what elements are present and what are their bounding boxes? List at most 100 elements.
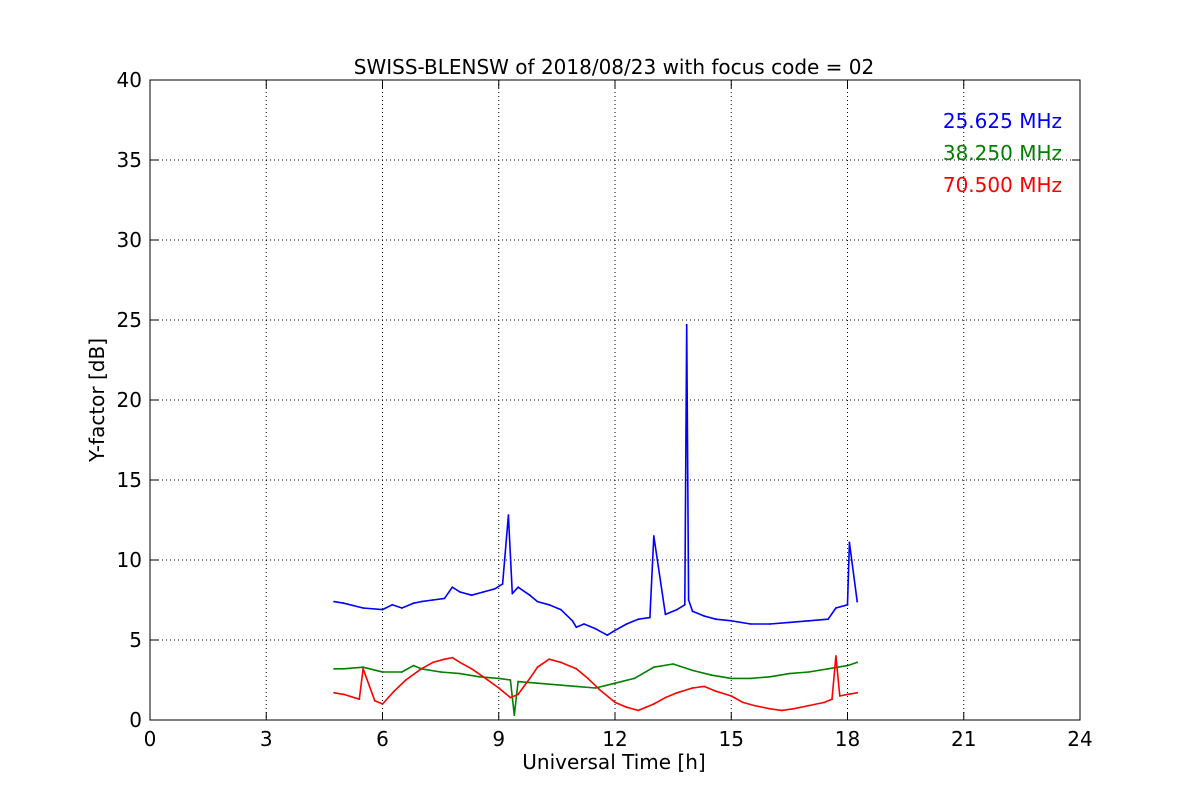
data-point [451, 586, 454, 589]
data-point [835, 607, 837, 609]
data-point [497, 677, 500, 680]
data-point [838, 695, 841, 697]
data-point [507, 514, 510, 517]
y-tick-label: 20 [117, 388, 142, 412]
data-point [614, 682, 616, 685]
y-tick-label: 10 [117, 548, 142, 572]
data-point [637, 618, 640, 621]
y-tick-label: 35 [117, 148, 142, 172]
legend-entry: 38.250 MHz [943, 141, 1062, 165]
data-point [401, 607, 403, 609]
x-tick-label: 24 [1067, 727, 1092, 751]
axis-ticks: 0 3 6 9 12 15 18 21 24 0 5 10 15 20 25 30 35 40 [117, 68, 1093, 751]
data-point [703, 615, 705, 617]
data-point [691, 610, 694, 613]
data-point [846, 603, 849, 606]
data-point [807, 704, 810, 707]
data-point [358, 698, 361, 701]
x-tick-label: 12 [602, 727, 627, 751]
data-point [497, 687, 500, 689]
data-point [753, 704, 756, 707]
data-point [807, 619, 810, 622]
data-point [664, 696, 667, 699]
data-point [470, 594, 473, 597]
data-point [443, 658, 446, 661]
data-point [536, 682, 539, 685]
y-tick-label: 40 [117, 68, 142, 92]
data-point [342, 667, 345, 670]
data-point [730, 619, 733, 622]
data-point [528, 594, 531, 597]
data-point [559, 661, 562, 664]
data-point [571, 619, 574, 622]
data-point [362, 667, 364, 670]
data-point [664, 613, 667, 616]
data-point [730, 695, 733, 697]
data-point [823, 701, 826, 704]
data-point [687, 599, 690, 601]
data-point [393, 690, 395, 693]
data-point [769, 707, 771, 710]
data-point [714, 618, 717, 621]
y-tick-label: 25 [117, 308, 142, 332]
data-point [835, 655, 837, 657]
y-tick-label: 30 [117, 228, 142, 252]
data-point [420, 600, 423, 603]
data-point [509, 679, 512, 681]
data-point [333, 600, 335, 603]
data-point [548, 603, 550, 606]
data-point [443, 597, 446, 600]
data-point [439, 671, 442, 673]
data-point [342, 602, 345, 605]
data-point [807, 671, 810, 673]
data-point [528, 677, 531, 680]
data-point [672, 663, 674, 665]
x-tick-label: 0 [144, 727, 157, 751]
data-point [362, 666, 364, 669]
data-point [587, 677, 589, 680]
data-point [459, 591, 461, 593]
data-point [333, 667, 335, 670]
data-point [676, 691, 678, 694]
data-point [459, 672, 461, 675]
legend-entry: 25.625 MHz [943, 109, 1062, 133]
data-point [482, 675, 485, 678]
data-point [788, 621, 791, 624]
data-point [714, 690, 717, 693]
data-point [711, 674, 713, 677]
legend: 25.625 MHz 38.250 MHz 70.500 MHz [943, 109, 1062, 197]
data-point [501, 583, 504, 585]
data-point [342, 693, 345, 696]
data-point [730, 677, 733, 680]
data-point [517, 586, 519, 589]
data-point [478, 675, 481, 678]
data-point [780, 709, 783, 712]
x-tick-label: 18 [835, 727, 860, 751]
data-point [652, 535, 655, 537]
data-point [685, 323, 688, 326]
data-point [536, 600, 539, 603]
data-point [625, 623, 628, 625]
series-lines [333, 323, 859, 717]
y-tick-label: 0 [129, 708, 142, 732]
data-point [652, 703, 655, 705]
data-point [373, 699, 376, 702]
data-point [645, 706, 647, 709]
x-tick-label: 21 [951, 727, 976, 751]
data-point [381, 703, 384, 705]
x-axis-label: Universal Time [h] [522, 750, 705, 774]
data-point [381, 608, 384, 611]
data-point [749, 677, 752, 680]
data-point [559, 608, 562, 611]
chart-title: SWISS-BLENSW of 2018/08/23 with focus co… [354, 55, 875, 79]
data-point [742, 701, 744, 704]
data-point [432, 599, 434, 601]
data-point [459, 661, 461, 664]
data-point [614, 629, 616, 632]
data-point [846, 693, 849, 696]
data-point [625, 706, 628, 709]
data-point [412, 664, 415, 667]
data-point [333, 691, 335, 694]
data-point [575, 626, 578, 629]
